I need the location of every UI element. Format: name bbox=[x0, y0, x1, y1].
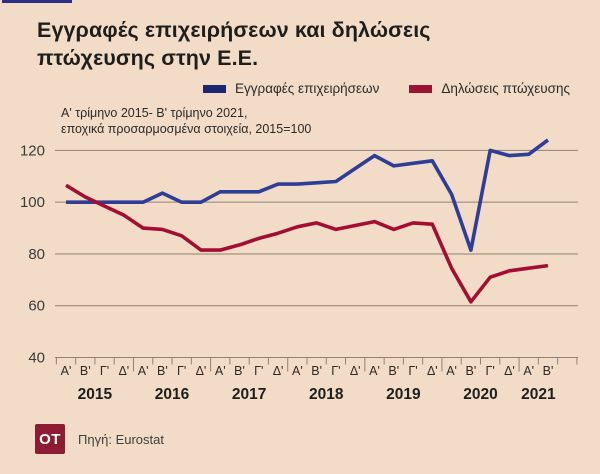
chart-subtitle: Α' τρίμηνο 2015- Β' τρίμηνο 2021, εποχικ… bbox=[61, 106, 311, 138]
year-label-2018: 2018 bbox=[309, 386, 344, 403]
page-title-line2: πτώχευσης στην Ε.Ε. bbox=[37, 46, 259, 71]
quarter-label: Δ' bbox=[504, 364, 515, 378]
year-label-2017: 2017 bbox=[232, 386, 266, 403]
year-label-2020: 2020 bbox=[463, 386, 497, 403]
quarter-label: Γ' bbox=[331, 364, 340, 378]
quarter-label: Δ' bbox=[350, 364, 361, 378]
quarter-label: Α' bbox=[61, 364, 72, 378]
year-label-2019: 2019 bbox=[386, 386, 421, 403]
quarter-label: Α' bbox=[215, 364, 226, 378]
registrations-swatch bbox=[203, 84, 227, 93]
chart-legend: Εγγραφές επιχειρήσεων Δηλώσεις πτώχευσης bbox=[0, 81, 570, 96]
quarter-label: Β' bbox=[80, 364, 91, 378]
quarter-label: Α' bbox=[138, 364, 149, 378]
quarter-label: Γ' bbox=[486, 364, 495, 378]
quarter-label: Δ' bbox=[273, 364, 284, 378]
legend-item-registrations: Εγγραφές επιχειρήσεων bbox=[203, 81, 379, 96]
y-tick-label-40: 40 bbox=[28, 350, 45, 367]
quarter-label: Β' bbox=[388, 364, 399, 378]
quarter-label: Γ' bbox=[408, 364, 417, 378]
legend-item-bankruptcies: Δηλώσεις πτώχευσης bbox=[409, 81, 570, 96]
y-tick-label-100: 100 bbox=[20, 194, 45, 211]
quarter-label: Γ' bbox=[100, 364, 109, 378]
year-label-2015: 2015 bbox=[78, 386, 113, 403]
quarter-label: Δ' bbox=[118, 364, 129, 378]
page-title: Εγγραφές επιχειρήσεων και δηλώσεις πτώχε… bbox=[37, 16, 431, 73]
y-tick-label-60: 60 bbox=[28, 298, 45, 315]
quarter-label: Β' bbox=[234, 364, 245, 378]
quarter-label: Δ' bbox=[196, 364, 207, 378]
registrations-label: Εγγραφές επιχειρήσεων bbox=[235, 81, 380, 96]
quarter-label: Β' bbox=[543, 364, 554, 378]
brand-accent-line bbox=[2, 0, 72, 3]
bankruptcies-line bbox=[65, 183, 549, 304]
quarter-label: Δ' bbox=[427, 364, 438, 378]
quarter-label: Γ' bbox=[254, 364, 263, 378]
year-label-2016: 2016 bbox=[155, 386, 190, 403]
year-label-2021: 2021 bbox=[521, 386, 556, 403]
chart-subtitle-line2: εποχικά προσαρμοσμένα στοιχεία, 2015=100 bbox=[61, 121, 312, 136]
source-row: OT Πηγή: Eurostat bbox=[35, 424, 164, 454]
bankruptcies-label: Δηλώσεις πτώχευσης bbox=[441, 81, 570, 96]
quarter-label: Β' bbox=[466, 364, 477, 378]
y-tick-label-80: 80 bbox=[28, 246, 45, 263]
source-text: Πηγή: Eurostat bbox=[78, 431, 164, 447]
ot-logo: OT bbox=[35, 424, 65, 454]
quarter-label: Α' bbox=[292, 364, 303, 378]
quarter-label: Α' bbox=[446, 364, 457, 378]
chart-subtitle-line1: Α' τρίμηνο 2015- Β' τρίμηνο 2021, bbox=[61, 106, 248, 120]
quarter-label: Β' bbox=[157, 364, 168, 378]
quarter-label: Α' bbox=[523, 364, 534, 378]
quarter-label: Β' bbox=[311, 364, 322, 378]
y-tick-label-120: 120 bbox=[20, 142, 45, 159]
quarter-label: Α' bbox=[369, 364, 380, 378]
quarter-label: Γ' bbox=[177, 364, 186, 378]
bankruptcies-swatch bbox=[409, 84, 433, 93]
registrations-line bbox=[66, 138, 550, 252]
page-title-line1: Εγγραφές επιχειρήσεων και δηλώσεις bbox=[37, 18, 431, 42]
